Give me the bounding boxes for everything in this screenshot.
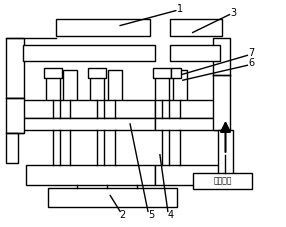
Bar [6,38,24,98]
Bar [173,70,187,102]
Bar [90,70,104,102]
Bar [26,165,155,185]
Bar [45,70,59,102]
Text: 6: 6 [248,58,254,68]
Bar [218,130,233,180]
Bar [155,70,169,102]
Bar [155,165,223,185]
Bar [155,118,223,130]
Text: 3: 3 [231,8,237,18]
Bar [63,70,78,102]
Bar [23,45,155,61]
Bar [212,38,231,76]
Bar [212,75,231,130]
Bar [193,173,252,189]
Bar [170,19,222,37]
Bar [55,19,150,37]
Text: 4: 4 [168,210,174,220]
Bar [6,98,24,133]
Bar [171,68,181,78]
Bar [88,68,106,78]
Bar [47,188,177,207]
Bar [23,118,155,130]
Bar [6,133,18,163]
Bar [155,100,223,118]
Text: 5: 5 [148,210,154,220]
Bar [43,68,61,78]
Text: 2: 2 [119,210,125,220]
Text: 1: 1 [177,4,183,14]
Bar [108,70,122,102]
Text: 7: 7 [248,48,255,58]
Bar [153,68,171,78]
Text: 进电方向: 进电方向 [213,176,232,185]
Bar [23,100,155,118]
Bar [170,45,220,61]
